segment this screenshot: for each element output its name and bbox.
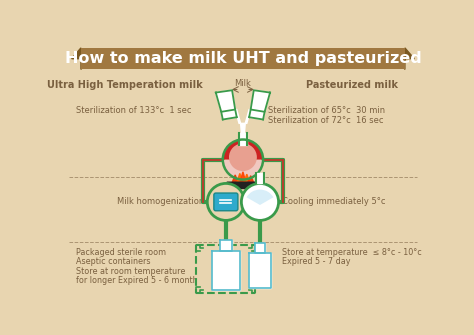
Text: Expired 5 - 7 day: Expired 5 - 7 day [282,257,350,266]
Circle shape [229,143,257,171]
Circle shape [207,184,245,220]
Polygon shape [221,110,237,120]
Text: Aseptic containers: Aseptic containers [76,257,151,266]
Wedge shape [223,140,263,159]
FancyBboxPatch shape [81,48,405,69]
Wedge shape [223,159,263,180]
Polygon shape [232,175,238,183]
Polygon shape [240,172,246,183]
Polygon shape [244,174,250,183]
Polygon shape [399,48,414,69]
Polygon shape [249,253,271,288]
Text: for longer Expired 5 - 6 month: for longer Expired 5 - 6 month [76,276,198,285]
Text: Sterilization of 72°c  16 sec: Sterilization of 72°c 16 sec [268,116,384,125]
Text: Milk: Milk [235,79,251,88]
Text: Sterilization of 65°c  30 min: Sterilization of 65°c 30 min [268,106,386,115]
Polygon shape [245,110,251,123]
Wedge shape [246,190,273,205]
Polygon shape [256,173,264,184]
Text: Pasteurized milk: Pasteurized milk [306,80,398,90]
Circle shape [241,184,279,220]
FancyBboxPatch shape [226,182,260,189]
Polygon shape [235,110,241,123]
Polygon shape [216,90,235,112]
Text: Ultra High Temperation milk: Ultra High Temperation milk [47,80,203,90]
Text: Cooling immediately 5°c: Cooling immediately 5°c [282,197,385,206]
Text: Packaged sterile room: Packaged sterile room [76,248,166,257]
Polygon shape [241,123,245,133]
FancyBboxPatch shape [214,193,238,211]
Text: Store at room temperature: Store at room temperature [76,267,186,276]
Text: Sterilization of 133°c  1 sec: Sterilization of 133°c 1 sec [76,106,192,115]
Polygon shape [219,241,232,251]
Polygon shape [247,176,254,183]
Polygon shape [255,244,265,253]
Polygon shape [212,251,240,290]
Polygon shape [237,174,243,183]
Polygon shape [239,133,247,145]
Polygon shape [251,90,270,112]
Polygon shape [249,110,264,120]
Text: How to make milk UHT and pasteurized: How to make milk UHT and pasteurized [64,51,421,66]
FancyBboxPatch shape [81,48,405,69]
Polygon shape [72,48,87,69]
Text: Store at temperature  ≤ 8°c - 10°c: Store at temperature ≤ 8°c - 10°c [282,248,421,257]
Text: Milk homogenization: Milk homogenization [117,197,204,206]
